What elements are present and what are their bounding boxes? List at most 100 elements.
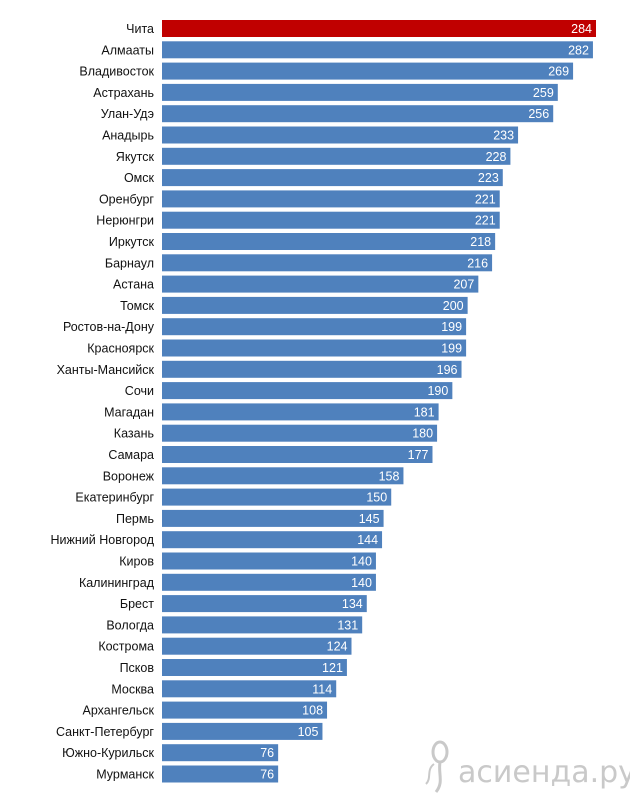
bar [162,62,574,80]
category-label: Анадырь [102,129,154,143]
category-label: Сочи [125,384,154,398]
category-label: Псков [120,661,155,675]
category-label: Казань [114,427,154,441]
bar [162,403,439,421]
value-label: 181 [414,405,435,419]
bar [162,488,392,506]
category-label: Нижний Новгород [51,533,155,547]
bar [162,190,500,208]
value-label: 284 [571,22,592,36]
bar [162,424,438,442]
bar [162,233,496,250]
bar [162,360,462,378]
bar [162,20,596,37]
category-label: Нерюнгри [96,214,154,228]
value-label: 145 [359,512,380,526]
category-label: Вологда [106,618,154,632]
category-label: Москва [111,682,154,696]
category-label: Красноярск [87,342,154,356]
value-label: 114 [312,682,332,696]
value-label: 199 [441,320,462,334]
bars-layer: Чита 284 Алмааты 282 Владивосток 269 Астрахань… [51,20,596,783]
value-label: 259 [533,86,554,100]
value-label: 221 [475,214,496,228]
category-label: Алмааты [101,43,154,57]
bar [162,637,352,655]
category-label: Пермь [116,512,154,526]
category-label: Омск [124,171,155,185]
value-label: 228 [486,150,507,164]
bar [162,147,511,165]
value-label: 233 [493,129,514,143]
spoon-fork-icon [425,740,449,793]
category-label: Якутск [116,150,155,164]
value-label: 199 [441,342,462,356]
bar [162,318,467,336]
value-label: 131 [337,618,358,632]
category-label: Чита [126,22,154,36]
value-label: 108 [302,704,323,718]
bar [162,616,363,634]
bar [162,722,323,740]
category-label: Улан-Удэ [101,107,154,121]
value-label: 221 [475,192,496,206]
bar [162,339,467,357]
value-label: 216 [467,256,488,270]
bar [162,680,337,698]
value-label: 180 [412,427,433,441]
value-label: 121 [322,661,343,675]
value-label: 282 [568,43,589,57]
value-label: 144 [357,533,378,547]
bar [162,446,433,463]
category-label: Владивосток [79,65,154,79]
category-label: Томск [120,299,154,313]
category-label: Кострома [98,640,154,654]
bar [162,126,519,144]
value-label: 140 [351,555,372,569]
category-label: Иркутск [109,235,155,249]
bar [162,83,558,101]
value-label: 158 [379,469,400,483]
category-label: Мурманск [96,768,154,782]
bar [162,211,500,229]
value-label: 269 [548,65,569,79]
bar [162,296,468,314]
value-label: 223 [478,171,499,185]
watermark-text: асиенда.ру [458,755,630,790]
bar [162,41,593,59]
value-label: 76 [260,768,274,782]
bar [162,595,367,613]
bar [162,382,453,400]
category-label: Санкт-Петербург [56,725,154,739]
category-label: Оренбург [99,192,154,206]
bar [162,275,479,293]
category-label: Воронеж [103,469,155,483]
value-label: 190 [427,384,448,398]
bar [162,573,376,591]
bar [162,552,376,570]
bar [162,169,503,187]
category-label: Екатеринбург [75,491,154,505]
category-label: Калининград [79,576,155,590]
bar [162,659,347,676]
category-label: Брест [120,597,154,611]
category-label: Астрахань [93,86,154,100]
category-label: Ханты-Мансийск [57,363,155,377]
value-label: 256 [528,107,549,121]
value-label: 124 [327,640,348,654]
bar [162,531,383,549]
category-label: Киров [119,555,154,569]
bar [162,765,279,783]
value-label: 177 [408,448,429,462]
value-label: 218 [470,235,491,249]
value-label: 105 [298,725,319,739]
value-label: 134 [342,597,363,611]
bar [162,744,279,762]
bar [162,701,328,719]
category-label: Южно-Курильск [62,746,154,760]
value-label: 200 [443,299,464,313]
category-label: Архангельск [83,704,155,718]
bar [162,254,493,272]
category-label: Ростов-на-Дону [63,320,155,334]
